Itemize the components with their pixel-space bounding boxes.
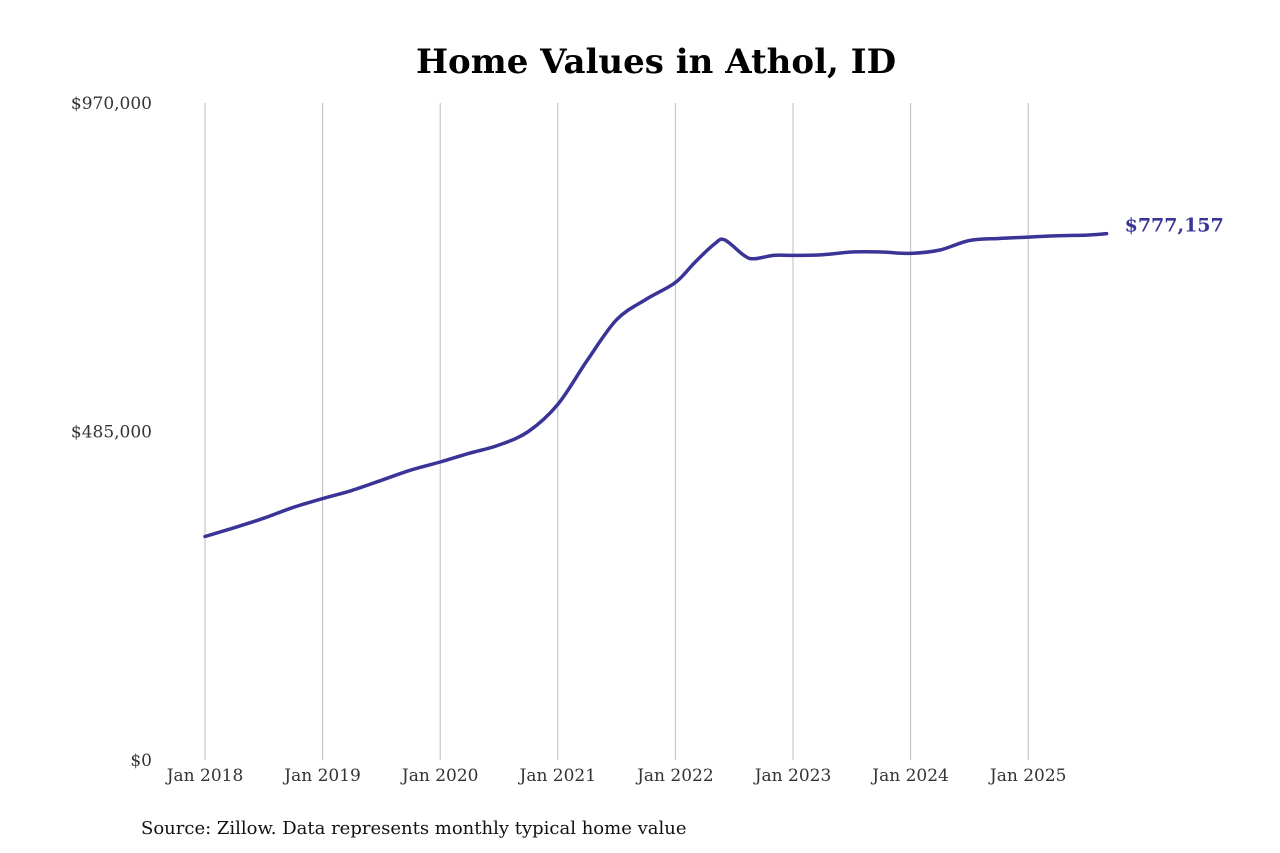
- y-axis-tick-labels: $0 $485,000 $970,000: [71, 94, 152, 771]
- chart-title: Home Values in Athol, ID: [416, 42, 896, 82]
- x-tick-label: Jan 2021: [518, 766, 597, 786]
- series-line: [203, 231, 1109, 539]
- x-tick-label: Jan 2023: [753, 766, 832, 786]
- source-note: Source: Zillow. Data represents monthly …: [141, 818, 687, 839]
- x-tick-label: Jan 2025: [988, 766, 1067, 786]
- x-tick-label: Jan 2020: [400, 766, 479, 786]
- end-value-label: $777,157: [1125, 215, 1224, 237]
- x-tick-label: Jan 2024: [870, 766, 949, 786]
- x-tick-label: Jan 2019: [282, 766, 361, 786]
- x-axis-tick-labels: Jan 2018 Jan 2019 Jan 2020 Jan 2021 Jan 2022…: [165, 766, 1067, 786]
- x-tick-label: Jan 2022: [635, 766, 714, 786]
- gridlines: [204, 103, 1029, 760]
- y-tick-label: $970,000: [71, 94, 152, 114]
- y-tick-label: $0: [130, 751, 152, 771]
- x-tick-label: Jan 2018: [165, 766, 244, 786]
- y-tick-label: $485,000: [71, 423, 152, 443]
